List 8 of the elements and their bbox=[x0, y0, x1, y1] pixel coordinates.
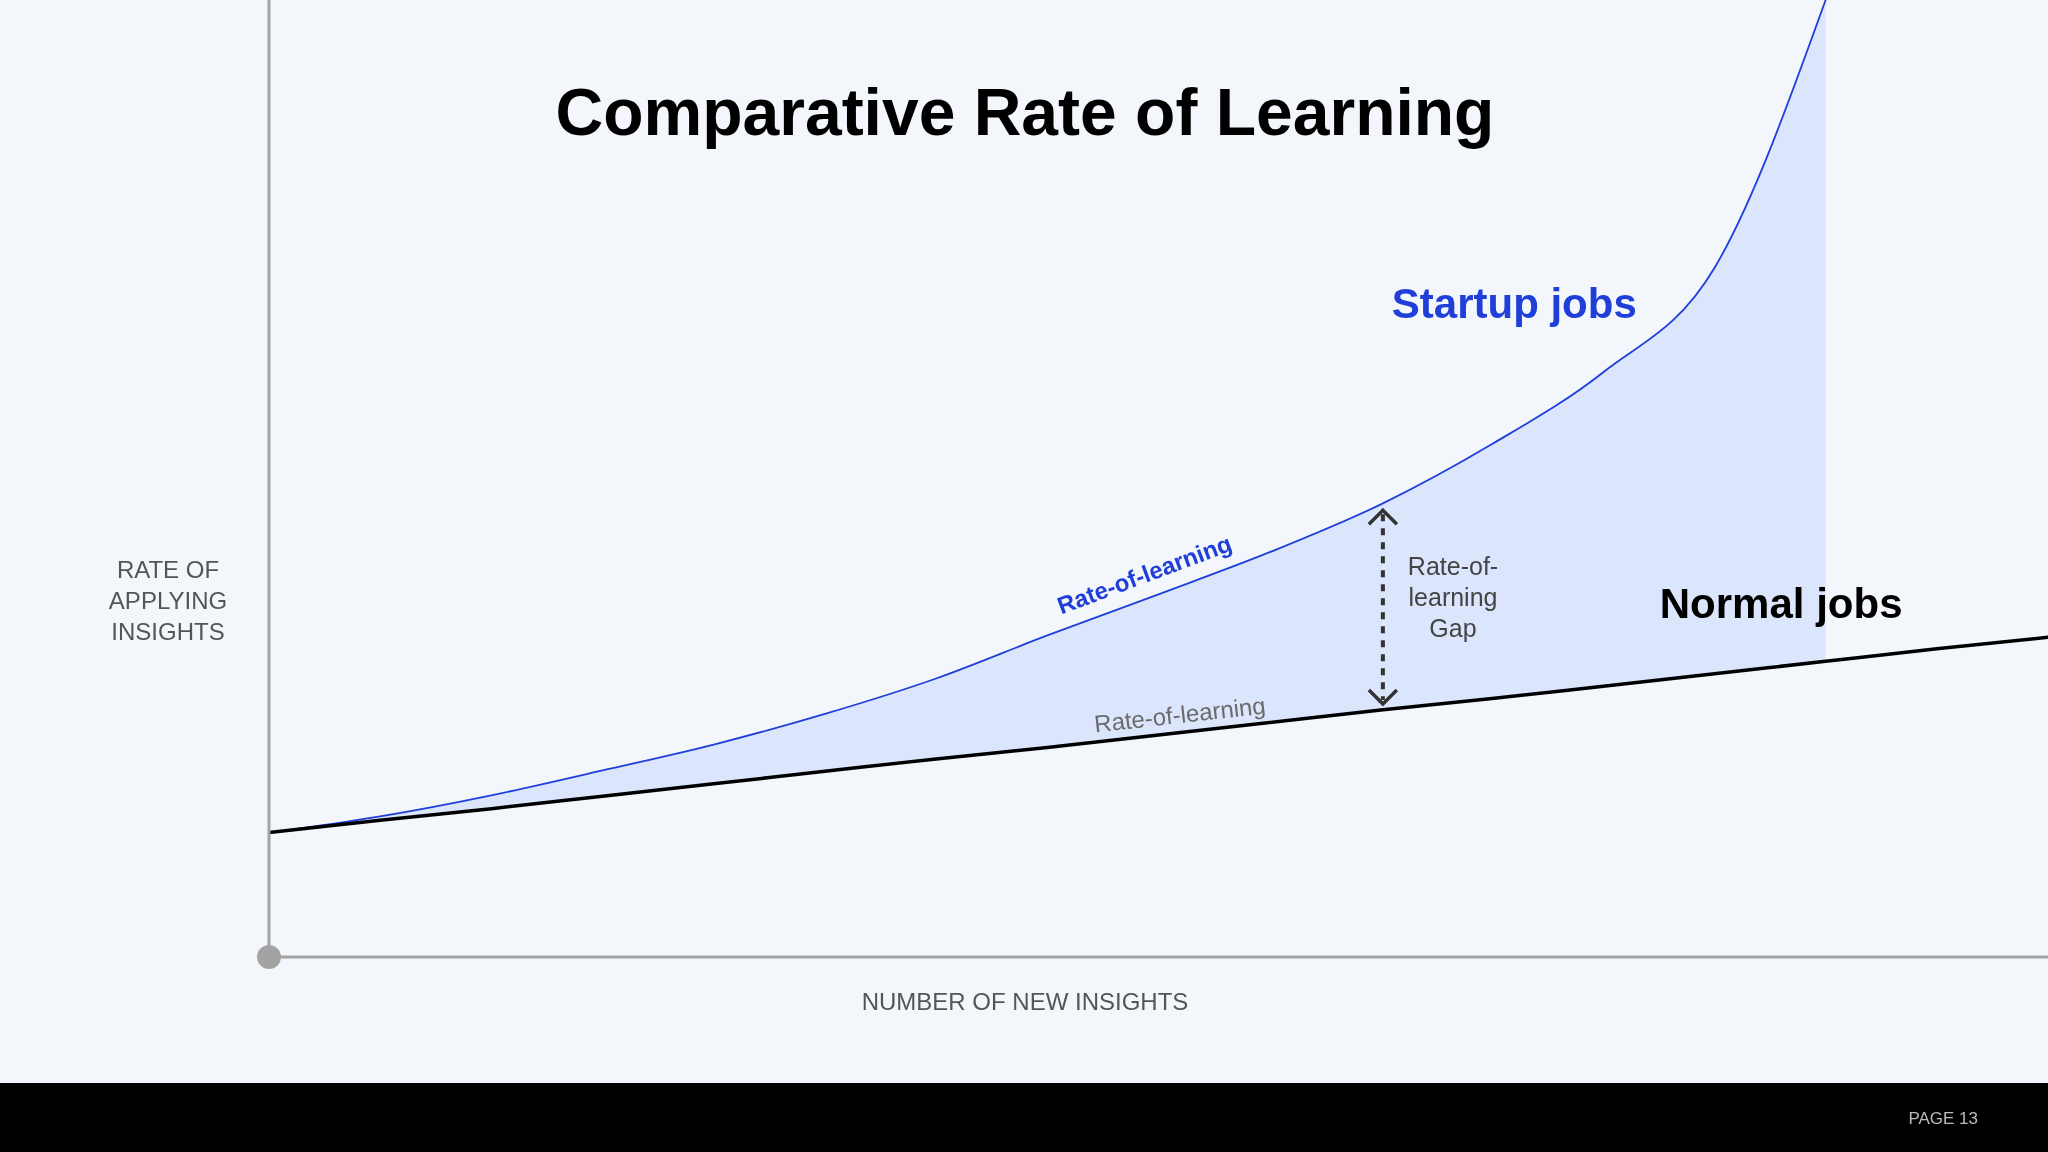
text: PAGE 13 bbox=[1908, 1109, 1978, 1128]
text: Comparative Rate of Learning bbox=[555, 75, 1495, 149]
annotation: Rate-of-learning Gap bbox=[1407, 552, 1499, 642]
series-label: Startup jobs bbox=[1391, 280, 1637, 327]
y-axis-title: RATE OF APPLYING INSIGHTS bbox=[108, 556, 228, 645]
x-axis-title: NUMBER OF NEW INSIGHTS bbox=[861, 988, 1189, 1015]
series-label: Normal jobs bbox=[1659, 580, 1903, 627]
annotation: Rate-of-learning bbox=[1092, 691, 1267, 738]
